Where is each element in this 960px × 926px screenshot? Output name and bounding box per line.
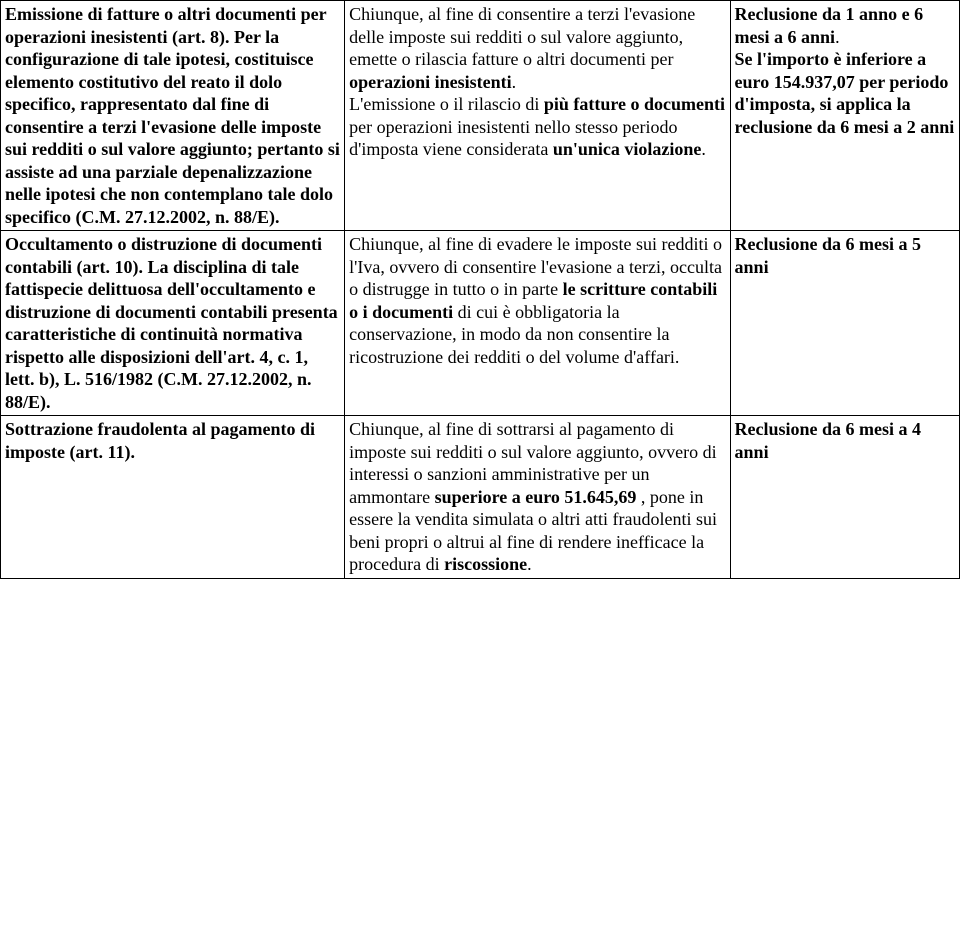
table-row: Sottrazione fraudolenta al pagamento di …	[1, 416, 960, 579]
table-cell: Reclusione da 6 mesi a 5 anni	[730, 231, 959, 416]
bold-text: un'unica violazione	[553, 139, 702, 159]
table-cell: Occultamento o distruzione di documenti …	[1, 231, 345, 416]
body-text: L'emissione o il rilascio di	[349, 94, 544, 114]
table-cell: Sottrazione fraudolenta al pagamento di …	[1, 416, 345, 579]
body-text: .	[512, 72, 517, 92]
legal-table: Emissione di fatture o altri documenti p…	[0, 0, 960, 579]
table-cell: Emissione di fatture o altri documenti p…	[1, 1, 345, 231]
table-cell: Reclusione da 1 anno e 6 mesi a 6 anni.S…	[730, 1, 959, 231]
bold-text: Per la configurazione di tale ipotesi, c…	[5, 27, 340, 227]
table-cell: Chiunque, al fine di evadere le imposte …	[345, 231, 730, 416]
body-text: .	[835, 27, 840, 47]
bold-text: Reclusione da 6 mesi a 4 anni	[735, 419, 922, 462]
bold-text: riscossione	[444, 554, 527, 574]
bold-text: Sottrazione fraudolenta al pagamento di …	[5, 419, 315, 462]
bold-text: operazioni inesistenti	[349, 72, 512, 92]
table-row: Emissione di fatture o altri documenti p…	[1, 1, 960, 231]
bold-text: Se l'importo è inferiore a euro 154.937,…	[735, 49, 955, 137]
table-cell: Chiunque, al fine di consentire a terzi …	[345, 1, 730, 231]
bold-text: La disciplina di tale fattispecie delitt…	[5, 257, 338, 412]
bold-text: Reclusione da 1 anno e 6 mesi a 6 anni	[735, 4, 924, 47]
table-row: Occultamento o distruzione di documenti …	[1, 231, 960, 416]
body-text: .	[527, 554, 532, 574]
body-text: Chiunque, al fine di consentire a terzi …	[349, 4, 695, 69]
table-cell: Reclusione da 6 mesi a 4 anni	[730, 416, 959, 579]
body-text: .	[701, 139, 706, 159]
table-cell: Chiunque, al fine di sottrarsi al pagame…	[345, 416, 730, 579]
bold-text: più fatture o documenti	[544, 94, 725, 114]
bold-text: Reclusione da 6 mesi a 5 anni	[735, 234, 922, 277]
bold-text: superiore a euro 51.645,69	[435, 487, 637, 507]
